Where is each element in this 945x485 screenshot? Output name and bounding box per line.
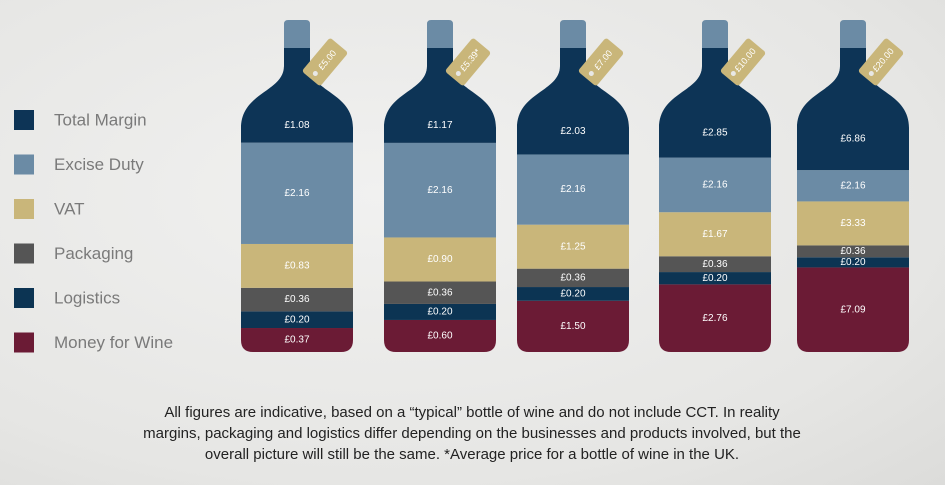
bar-segment — [659, 48, 771, 158]
price-tag-hole — [588, 70, 594, 76]
value-label: £0.36 — [702, 259, 727, 270]
value-label: £0.20 — [560, 289, 585, 300]
value-label: £0.20 — [427, 307, 452, 318]
value-label: £0.36 — [284, 294, 309, 305]
legend-label: Excise Duty — [54, 155, 144, 174]
legend-swatch — [14, 110, 34, 130]
value-label: £2.16 — [284, 188, 309, 199]
value-label: £2.03 — [560, 126, 585, 137]
bar-segment — [517, 287, 629, 301]
legend-swatch — [14, 199, 34, 219]
bar-segment — [659, 284, 771, 352]
bar-segment — [384, 237, 496, 282]
legend-label: Logistics — [54, 288, 120, 307]
value-label: £2.76 — [702, 313, 727, 324]
bar-segment — [659, 272, 771, 285]
bar-segment — [517, 224, 629, 269]
bar-segment — [797, 201, 909, 246]
legend-label: Money for Wine — [54, 333, 173, 352]
value-label: £0.36 — [560, 272, 585, 283]
bar-segment — [797, 267, 909, 352]
bar-segment — [797, 48, 909, 171]
bar-segment — [517, 268, 629, 288]
value-label: £1.17 — [427, 120, 452, 131]
bar-segment — [797, 170, 909, 202]
bar-segment — [241, 287, 353, 312]
bar-segment — [384, 281, 496, 304]
value-label: £7.09 — [840, 304, 865, 315]
value-label: £0.20 — [284, 314, 309, 325]
legend-label: Packaging — [54, 244, 133, 263]
value-label: £2.16 — [427, 185, 452, 196]
legend-swatch — [14, 332, 34, 353]
bar-segment — [241, 328, 353, 352]
price-tag: £7.00 — [578, 38, 624, 86]
value-label: £0.20 — [702, 273, 727, 284]
value-label: £0.20 — [840, 257, 865, 268]
bar-segment — [384, 142, 496, 238]
value-label: £0.37 — [284, 335, 309, 346]
value-label: £2.16 — [840, 180, 865, 191]
price-tag-hole — [455, 70, 461, 76]
footnote: All figures are indicative, based on a “… — [164, 404, 780, 421]
bar-segment — [659, 256, 771, 273]
value-label: £2.85 — [702, 127, 727, 138]
value-label: £1.50 — [560, 321, 585, 332]
bar-segment — [241, 311, 353, 329]
bar-segment — [659, 212, 771, 257]
value-label: £0.60 — [427, 331, 452, 342]
legend-swatch — [14, 288, 34, 308]
price-tag-hole — [868, 70, 874, 76]
value-label: £0.83 — [284, 261, 309, 272]
bar-segment — [241, 243, 353, 288]
price-tag-hole — [312, 70, 318, 76]
value-label: £3.33 — [840, 218, 865, 229]
price-tag: £5.00 — [302, 38, 348, 86]
legend-swatch — [14, 243, 34, 264]
footnote: margins, packaging and logistics differ … — [143, 425, 801, 442]
bar-segment — [797, 245, 909, 258]
legend-label: Total Margin — [54, 110, 147, 129]
bar-segment — [797, 257, 909, 268]
legend-swatch — [14, 154, 34, 175]
value-label: £1.25 — [560, 241, 585, 252]
value-label: £0.36 — [840, 246, 865, 257]
value-label: £2.16 — [702, 180, 727, 191]
bar-segment — [384, 319, 496, 352]
value-label: £2.16 — [560, 184, 585, 195]
footnote: overall picture will still be the same. … — [205, 446, 739, 463]
value-label: £0.36 — [427, 287, 452, 298]
value-label: £6.86 — [840, 134, 865, 145]
bar-segment — [384, 303, 496, 320]
value-label: £0.90 — [427, 254, 452, 265]
legend-label: VAT — [54, 199, 85, 218]
bar-segment — [241, 142, 353, 244]
value-label: £1.08 — [284, 120, 309, 131]
bar-segment — [517, 300, 629, 352]
bar-segment — [517, 154, 629, 225]
value-label: £1.67 — [702, 229, 727, 240]
price-tag-hole — [730, 70, 736, 76]
bar-segment — [659, 157, 771, 213]
